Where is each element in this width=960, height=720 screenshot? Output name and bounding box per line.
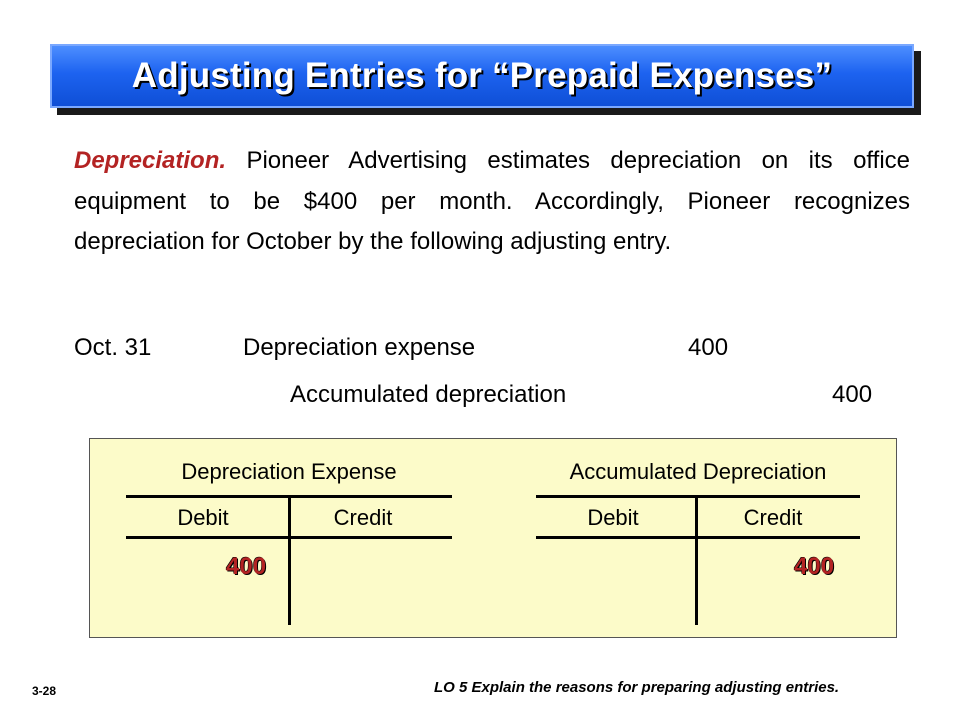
title-banner: Adjusting Entries for “Prepaid Expenses” [50,44,914,108]
t-account-title: Depreciation Expense [181,459,397,484]
t-account-credit-label: Credit [743,505,803,530]
t-account-depreciation-expense: Depreciation Expense Debit Credit 400 [126,449,452,639]
journal-credit-amount: 400 [832,381,873,408]
t-account-credit-label: Credit [333,505,393,530]
t-account-credit-value: 400 [794,553,835,580]
t-account-debit-label: Debit [177,505,229,530]
slide-number: 3-28 [32,684,57,698]
journal-debit-amount: 400 [688,334,729,361]
paragraph-lead: Depreciation. [74,147,227,174]
t-account-header-line [536,536,860,539]
t-account-top-line [536,495,860,498]
journal-debit-account: Depreciation expense [243,334,476,361]
description-paragraph: Depreciation. Pioneer Advertising estima… [74,141,910,263]
t-account-divider [695,495,698,625]
journal-credit-account: Accumulated depreciation [290,381,567,408]
learning-objective: LO 5 Explain the reasons for preparing a… [434,679,840,696]
t-account-title: Accumulated Depreciation [569,459,827,484]
t-account-divider [288,495,291,625]
paragraph-body: Pioneer Advertising estimates depreciati… [74,147,910,255]
t-account-accumulated-depreciation: Accumulated Depreciation Debit Credit 40… [536,449,860,639]
t-account-debit-label: Debit [587,505,639,530]
t-account-debit-value: 400 [226,553,267,580]
journal-date: Oct. 31 [74,334,152,361]
t-accounts-panel: Depreciation Expense Debit Credit 400 Ac… [89,438,897,638]
slide-title: Adjusting Entries for “Prepaid Expenses” [131,56,833,95]
